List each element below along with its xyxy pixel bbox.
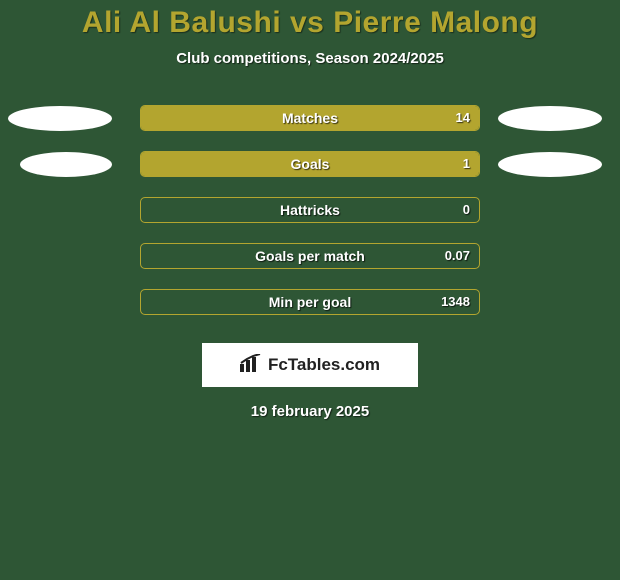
stat-row: Goals per match0.07 xyxy=(0,235,620,281)
stat-value-right: 0.07 xyxy=(140,243,480,269)
stat-row: Min per goal1348 xyxy=(0,281,620,327)
player-right-marker xyxy=(498,152,602,177)
page-title: Ali Al Balushi vs Pierre Malong xyxy=(0,6,620,40)
brand-chart-icon xyxy=(240,354,262,377)
stat-row: Hattricks0 xyxy=(0,189,620,235)
brand-text: FcTables.com xyxy=(268,355,380,375)
stat-value-right: 1 xyxy=(140,151,480,177)
stat-value-right: 0 xyxy=(140,197,480,223)
comparison-infographic: Ali Al Balushi vs Pierre Malong Club com… xyxy=(0,0,620,580)
page-subtitle: Club competitions, Season 2024/2025 xyxy=(0,50,620,67)
player-left-marker xyxy=(8,106,112,131)
brand-badge: FcTables.com xyxy=(202,343,418,387)
stat-rows: Matches14Goals1Hattricks0Goals per match… xyxy=(0,97,620,327)
footer-date: 19 february 2025 xyxy=(0,403,620,420)
stat-value-right: 14 xyxy=(140,105,480,131)
stat-value-right: 1348 xyxy=(140,289,480,315)
player-right-marker xyxy=(498,106,602,131)
player-left-marker xyxy=(20,152,112,177)
stat-row: Matches14 xyxy=(0,97,620,143)
stat-row: Goals1 xyxy=(0,143,620,189)
